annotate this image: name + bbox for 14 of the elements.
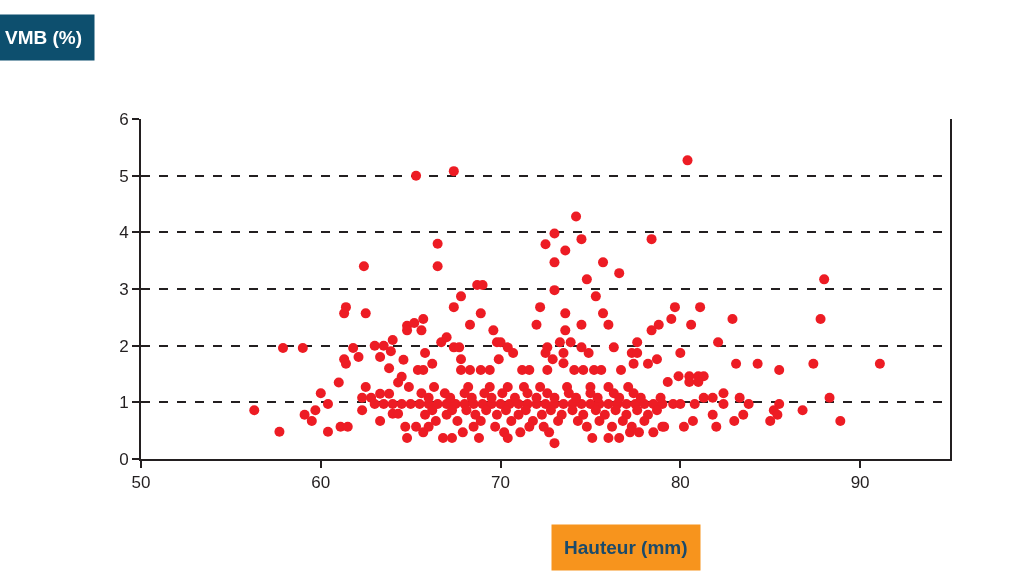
x-tick-label: 70 (491, 473, 511, 493)
y-tick-label: 6 (119, 109, 129, 129)
y-axis-title: VMB (%) (5, 27, 83, 48)
x-tick-label: 60 (311, 473, 331, 493)
y-tick-label: 1 (119, 393, 129, 413)
y-tick-label: 5 (119, 166, 129, 186)
y-tick-label: 3 (119, 279, 129, 299)
y-tick-label: 0 (119, 449, 129, 469)
x-tick-label: 80 (670, 473, 690, 493)
x-tick-label: 90 (850, 473, 870, 493)
y-tick-label: 2 (119, 336, 129, 356)
y-tick-label: 4 (119, 223, 129, 243)
x-tick-label: 50 (131, 473, 151, 493)
x-axis-title: Hauteur (mm) (564, 537, 688, 558)
